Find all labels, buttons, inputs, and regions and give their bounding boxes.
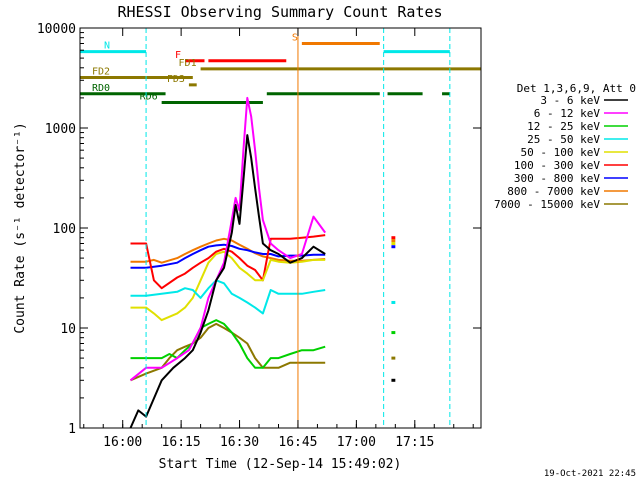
y-tick-label: 10000 xyxy=(37,22,76,37)
flag-f-label: F xyxy=(175,50,181,61)
x-tick-label: 16:00 xyxy=(103,435,142,450)
legend-label-12-25-kev: 12 - 25 keV xyxy=(527,120,600,133)
y-axis-label: Count Rate (s⁻¹ detector⁻¹) xyxy=(13,122,28,333)
data-series xyxy=(129,96,396,429)
series-line-3-6-kev xyxy=(129,134,326,429)
legend-label-50-100-kev: 50 - 100 keV xyxy=(521,146,601,159)
flag-fd2-label: FD2 xyxy=(92,66,110,77)
x-tick-label: 17:15 xyxy=(395,435,434,450)
series-line-50-100-kev xyxy=(130,250,326,322)
y-tick-label: 10 xyxy=(60,322,76,337)
legend-label-7000-15000-kev: 7000 - 15000 keV xyxy=(494,198,600,211)
x-tick-label: 16:15 xyxy=(162,435,201,450)
flag-n-label: N xyxy=(104,41,110,52)
x-tick-label: 17:00 xyxy=(337,435,376,450)
series-line-25-50-kev xyxy=(130,279,326,315)
flag-fd1-label: FD1 xyxy=(179,58,197,69)
timestamp: 19-Oct-2021 22:45 xyxy=(544,469,636,479)
vertical-markers xyxy=(145,28,451,428)
y-tick-label: 100 xyxy=(53,222,76,237)
legend-label-800-7000-kev: 800 - 7000 keV xyxy=(507,185,600,198)
x-axis-label: Start Time (12-Sep-14 15:49:02) xyxy=(159,457,402,472)
x-tick-label: 16:30 xyxy=(220,435,259,450)
series-line-7000-15000-kev xyxy=(130,322,326,382)
y-tick-label: 1000 xyxy=(45,122,76,137)
flag-s-label: S xyxy=(292,32,298,43)
legend-label-300-800-kev: 300 - 800 keV xyxy=(514,172,600,185)
x-axis: 16:00 16:15 16:30 16:45 17:00 17:15 xyxy=(83,28,474,450)
legend-title: Det 1,3,6,9, Att 0 xyxy=(517,82,636,95)
legend-label-25-50-kev: 25 - 50 keV xyxy=(527,133,600,146)
x-tick-label: 16:45 xyxy=(278,435,317,450)
chart-title: RHESSI Observing Summary Count Rates xyxy=(117,3,442,21)
y-axis: 1 10 100 1000 10000 xyxy=(37,22,481,437)
legend-label-3-6-kev: 3 - 6 keV xyxy=(540,94,600,107)
y-tick-label: 1 xyxy=(68,422,76,437)
flag-fd3-label: FD3 xyxy=(167,74,185,85)
legend-label-100-300-kev: 100 - 300 keV xyxy=(514,159,600,172)
flag-rd0-label: RD0 xyxy=(92,83,110,94)
legend-label-6-12-kev: 6 - 12 keV xyxy=(534,107,601,120)
series-line-6-12-kev xyxy=(129,96,327,382)
flag-rd6-label: RD6 xyxy=(140,91,158,102)
series-line-12-25-kev xyxy=(130,319,326,369)
